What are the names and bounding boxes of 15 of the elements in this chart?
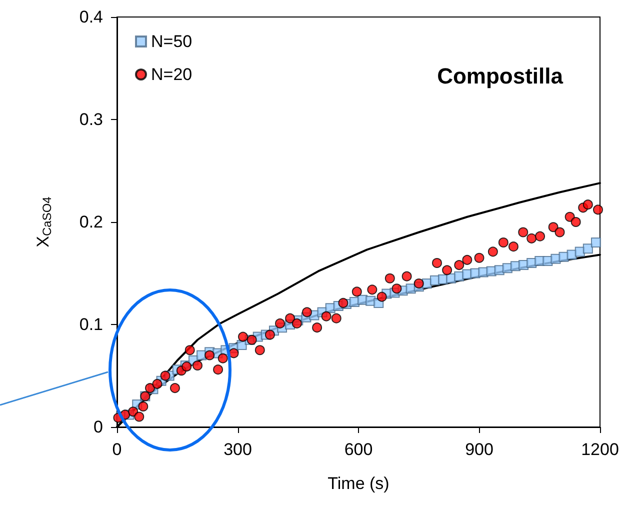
legend-label: N=20 [151,65,192,84]
x-tick-label: 300 [224,440,252,459]
y-tick-label: 0 [94,418,103,436]
y-tick-label: 0.2 [79,212,103,232]
x-tick-label: 0 [112,440,122,459]
y-tick-label: 0.1 [79,315,103,334]
x-axis-title: Time (s) [328,474,390,493]
x-tick-label: 1200 [581,440,619,459]
x-tick-label: 900 [465,440,494,459]
y-tick-label: 0.4 [79,8,103,26]
legend-label: N=50 [151,32,192,51]
y-tick-label: 0.3 [79,110,103,129]
x-tick-label: 600 [344,440,373,459]
text: Compostilla [437,64,564,88]
y-axis-title: XCaSO4 [34,196,54,248]
